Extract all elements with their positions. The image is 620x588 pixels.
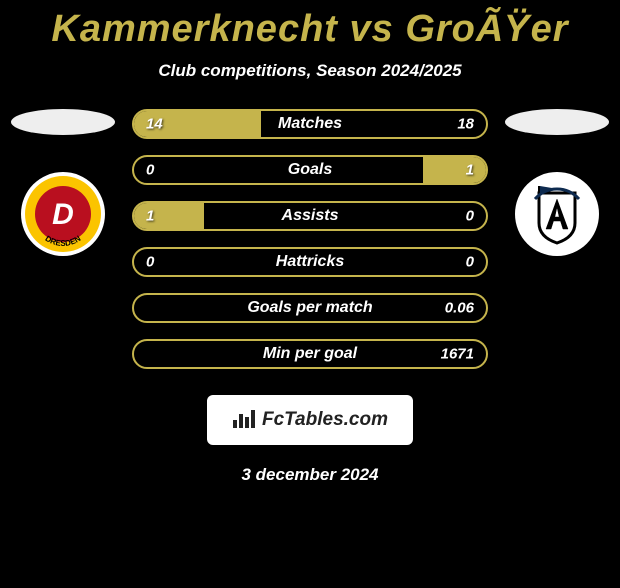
stat-value-right: 0 <box>466 254 474 271</box>
left-ellipse <box>11 109 115 135</box>
stat-row: 1 Assists 0 <box>132 201 488 231</box>
stat-label: Min per goal <box>263 345 357 363</box>
stat-fill-right <box>423 157 486 183</box>
stat-value-left: 0 <box>146 162 154 179</box>
comparison-title: Kammerknecht vs GroÃŸer <box>0 8 620 51</box>
left-side: D DRESDEN <box>8 109 118 385</box>
right-badge-svg <box>514 171 600 257</box>
stat-row: 14 Matches 18 <box>132 109 488 139</box>
brand-box: FcTables.com <box>207 395 413 445</box>
comparison-subtitle: Club competitions, Season 2024/2025 <box>0 61 620 81</box>
stat-label: Matches <box>278 115 342 133</box>
left-team-badge: D DRESDEN <box>20 171 106 257</box>
stat-fill-left <box>134 203 204 229</box>
stat-value-right: 0.06 <box>445 300 474 317</box>
brand-label: FcTables.com <box>262 409 388 431</box>
svg-text:D: D <box>52 198 74 231</box>
stat-row: Goals per match 0.06 <box>132 293 488 323</box>
stat-label: Goals per match <box>247 299 372 317</box>
stat-label: Hattricks <box>276 253 344 271</box>
stat-row: 0 Goals 1 <box>132 155 488 185</box>
right-side <box>502 109 612 385</box>
stat-value-left: 1 <box>146 208 154 225</box>
stat-rows: 14 Matches 18 0 Goals 1 1 Assists 0 0 Hattricks 0 Go… <box>118 109 502 385</box>
stat-label: Assists <box>282 207 339 225</box>
stat-value-left: 14 <box>146 116 163 133</box>
left-badge-svg: D DRESDEN <box>20 171 106 257</box>
stat-value-right: 1671 <box>441 346 474 363</box>
stat-value-right: 18 <box>457 116 474 133</box>
brand-chart-icon <box>232 408 256 433</box>
stat-value-right: 0 <box>466 208 474 225</box>
stat-value-left: 0 <box>146 254 154 271</box>
right-team-badge <box>514 171 600 257</box>
stat-label: Goals <box>288 161 332 179</box>
right-ellipse <box>505 109 609 135</box>
comparison-body: D DRESDEN 14 Matches 18 0 Goals 1 1 Assists 0 0 Ha… <box>0 109 620 385</box>
stat-value-right: 1 <box>466 162 474 179</box>
stat-row: Min per goal 1671 <box>132 339 488 369</box>
stat-row: 0 Hattricks 0 <box>132 247 488 277</box>
comparison-date: 3 december 2024 <box>0 465 620 485</box>
